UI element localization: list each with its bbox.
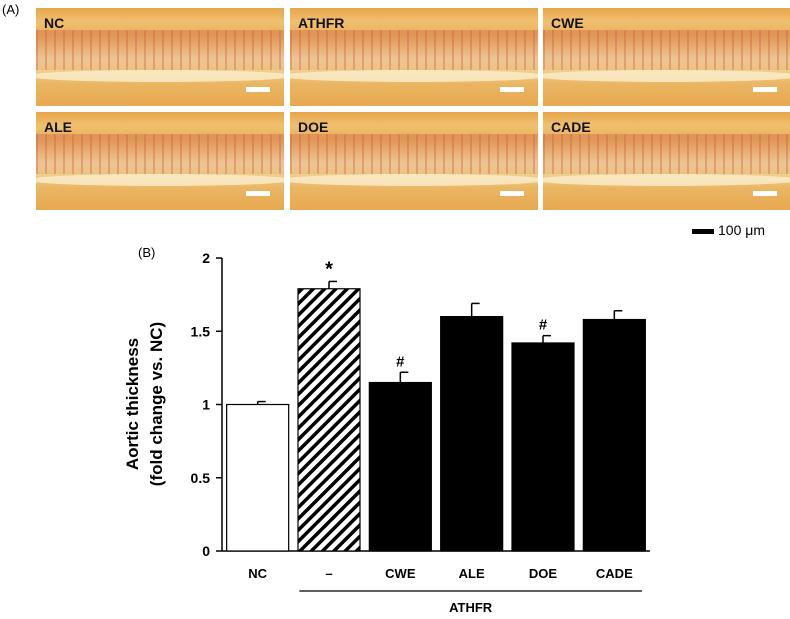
category-label: CWE: [385, 566, 416, 581]
category-label: –: [325, 566, 332, 581]
histology-tile-athfr: ATHFR: [290, 8, 538, 106]
y-tick-label: 0: [202, 543, 210, 559]
tissue-layer: [543, 134, 790, 174]
y-tick-label: 2: [202, 250, 210, 266]
category-label: NC: [248, 566, 267, 581]
bar: [226, 403, 290, 552]
tile-label: CWE: [551, 15, 584, 31]
lumen: [543, 174, 790, 186]
histology-tile-ale: ALE: [36, 112, 284, 210]
scale-bar: [500, 87, 524, 92]
category-label: DOE: [529, 566, 558, 581]
tile-label: CADE: [551, 119, 591, 135]
tissue-layer: [290, 30, 538, 70]
scale-bar: [246, 87, 270, 92]
scale-legend-bar: [692, 228, 714, 234]
group-label: ATHFR: [449, 600, 493, 615]
lumen: [290, 174, 538, 186]
lumen: [543, 70, 790, 82]
bar: [440, 316, 504, 552]
y-axis-title: Aortic thickness: [123, 338, 142, 470]
bar: [511, 342, 575, 552]
tissue-layer: [290, 134, 538, 174]
bar: [582, 318, 646, 552]
lumen: [36, 174, 284, 186]
tile-label: NC: [44, 15, 65, 31]
tissue-layer: [36, 134, 284, 174]
tile-label: ALE: [44, 119, 72, 135]
scale-legend: 100 μm: [692, 222, 765, 238]
lumen: [290, 70, 538, 82]
tissue-layer: [543, 30, 790, 70]
panel-b-label: (B): [138, 245, 156, 260]
tile-label: ATHFR: [298, 15, 345, 31]
panel-a-label: (A): [2, 2, 20, 17]
histology-tile-cwe: CWE: [543, 8, 790, 106]
category-label: CADE: [596, 566, 633, 581]
y-tick-label: 0.5: [191, 470, 211, 486]
scale-bar: [500, 191, 524, 196]
y-tick-label: 1: [202, 397, 210, 413]
histology-tile-doe: DOE: [290, 112, 538, 210]
tissue-layer: [36, 30, 284, 70]
y-axis-title: (fold change vs. NC): [147, 322, 166, 486]
tile-label: DOE: [298, 119, 329, 135]
scale-bar: [246, 191, 270, 196]
significance-hash: #: [396, 353, 405, 370]
lumen: [36, 70, 284, 82]
histology-tile-cade: CADE: [543, 112, 790, 210]
histology-tile-nc: NC: [36, 8, 284, 106]
y-tick-label: 1.5: [191, 323, 211, 339]
scale-bar: [753, 191, 777, 196]
bar: [297, 288, 361, 552]
scale-legend-label: 100 μm: [718, 222, 765, 238]
scale-bar: [753, 87, 777, 92]
significance-star: *: [325, 258, 333, 280]
bar: [368, 381, 432, 552]
category-label: ALE: [459, 566, 485, 581]
significance-hash: #: [539, 317, 548, 334]
